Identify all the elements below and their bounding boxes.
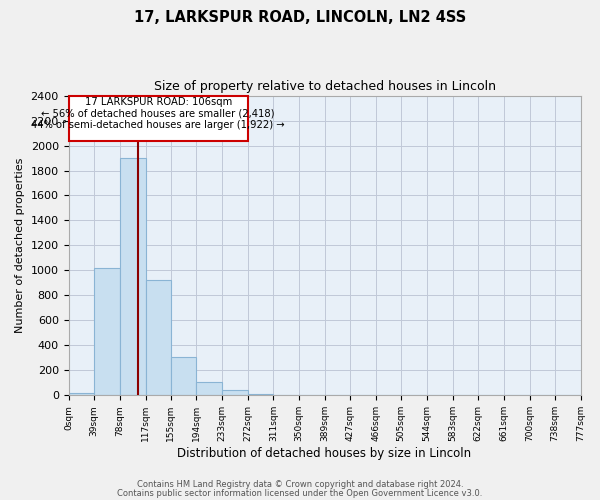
- Bar: [68, 393, 94, 396]
- Text: 17 LARKSPUR ROAD: 106sqm
← 56% of detached houses are smaller (2,418)
44% of sem: 17 LARKSPUR ROAD: 106sqm ← 56% of detach…: [31, 97, 285, 130]
- Bar: [196, 382, 222, 396]
- Bar: [248, 394, 274, 396]
- Bar: [170, 356, 196, 396]
- Text: Contains public sector information licensed under the Open Government Licence v3: Contains public sector information licen…: [118, 488, 482, 498]
- Bar: [146, 280, 170, 396]
- Text: Contains HM Land Registry data © Crown copyright and database right 2024.: Contains HM Land Registry data © Crown c…: [137, 480, 463, 489]
- Text: 17, LARKSPUR ROAD, LINCOLN, LN2 4SS: 17, LARKSPUR ROAD, LINCOLN, LN2 4SS: [134, 10, 466, 25]
- FancyBboxPatch shape: [68, 96, 248, 140]
- Bar: [222, 390, 248, 396]
- Y-axis label: Number of detached properties: Number of detached properties: [15, 158, 25, 333]
- Title: Size of property relative to detached houses in Lincoln: Size of property relative to detached ho…: [154, 80, 496, 93]
- X-axis label: Distribution of detached houses by size in Lincoln: Distribution of detached houses by size …: [178, 447, 472, 460]
- Bar: [94, 268, 120, 396]
- Bar: [120, 158, 146, 396]
